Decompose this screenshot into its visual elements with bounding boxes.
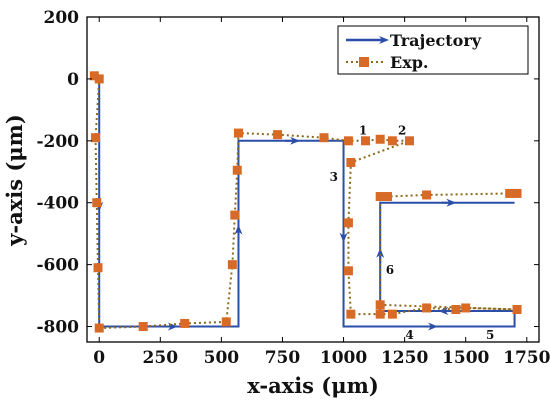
exp-point bbox=[512, 305, 522, 314]
x-tick-label: 1750 bbox=[503, 348, 550, 368]
exp-point bbox=[375, 309, 385, 319]
step-annotation: 2 bbox=[398, 124, 406, 138]
exp-point bbox=[343, 136, 353, 146]
step-annotation: 4 bbox=[405, 328, 413, 342]
exp-point bbox=[230, 210, 240, 220]
exp-point bbox=[375, 192, 385, 202]
y-tick-label: 0 bbox=[67, 70, 79, 90]
exp-point bbox=[93, 263, 103, 273]
legend-exp-label: Exp. bbox=[390, 53, 429, 72]
y-tick-label: 200 bbox=[44, 8, 80, 28]
y-tick-label: -600 bbox=[36, 256, 79, 276]
x-tick-label: 1500 bbox=[442, 348, 489, 368]
x-tick-label: 750 bbox=[265, 348, 301, 368]
y-tick-label: -200 bbox=[36, 132, 79, 152]
exp-point bbox=[138, 322, 148, 332]
exp-point bbox=[180, 318, 190, 328]
x-tick-label: 500 bbox=[204, 348, 240, 368]
step-annotation: 1 bbox=[359, 124, 367, 138]
legend-trajectory-label: Trajectory bbox=[390, 31, 482, 50]
y-axis-label: y-axis (μm) bbox=[2, 114, 27, 247]
exp-point bbox=[89, 71, 99, 81]
x-tick-label: 0 bbox=[93, 348, 105, 368]
y-tick-label: -400 bbox=[36, 194, 79, 214]
exp-point bbox=[512, 188, 522, 198]
exp-point bbox=[92, 198, 102, 208]
exp-point bbox=[227, 260, 237, 270]
annotation-layer: 1 2 3 4 5 6 bbox=[330, 124, 495, 342]
y-tick-label: -800 bbox=[36, 318, 79, 338]
x-tick-label: 250 bbox=[143, 348, 179, 368]
exp-point bbox=[422, 190, 432, 200]
step-annotation: 6 bbox=[386, 263, 394, 277]
exp-point bbox=[346, 309, 356, 319]
exp-point bbox=[221, 317, 231, 327]
exp-point bbox=[375, 134, 385, 144]
exp-point bbox=[343, 218, 353, 228]
ticks-layer: 0 250 500 750 1000 1250 1500 17502000-200-400-6… bbox=[36, 8, 550, 368]
exp-point bbox=[233, 128, 243, 138]
series-exp-line bbox=[93, 74, 518, 330]
exp-point bbox=[405, 136, 415, 146]
exp-point bbox=[94, 74, 104, 84]
exp-point bbox=[361, 136, 371, 146]
series-layer bbox=[89, 71, 522, 333]
exp-point bbox=[232, 165, 242, 175]
legend-exp-marker bbox=[359, 57, 369, 67]
x-tick-label: 1250 bbox=[381, 348, 428, 368]
exp-point bbox=[383, 192, 393, 202]
legend-box bbox=[337, 25, 529, 75]
exp-point bbox=[451, 305, 461, 314]
exp-point bbox=[387, 309, 397, 319]
exp-point bbox=[346, 157, 356, 167]
exp-point bbox=[461, 303, 471, 313]
step-annotation: 5 bbox=[486, 328, 494, 342]
exp-point bbox=[375, 300, 385, 310]
exp-point bbox=[422, 303, 432, 313]
exp-point bbox=[387, 136, 397, 146]
legend: Trajectory Exp. bbox=[337, 25, 529, 75]
exp-point bbox=[273, 130, 283, 140]
exp-point bbox=[319, 133, 329, 143]
exp-point bbox=[343, 266, 353, 276]
exp-point bbox=[505, 188, 515, 198]
step-annotation: 3 bbox=[330, 170, 338, 184]
x-axis-label: x-axis (μm) bbox=[247, 373, 379, 398]
exp-point bbox=[91, 133, 101, 143]
x-tick-label: 1000 bbox=[320, 348, 367, 368]
exp-point bbox=[94, 323, 104, 333]
